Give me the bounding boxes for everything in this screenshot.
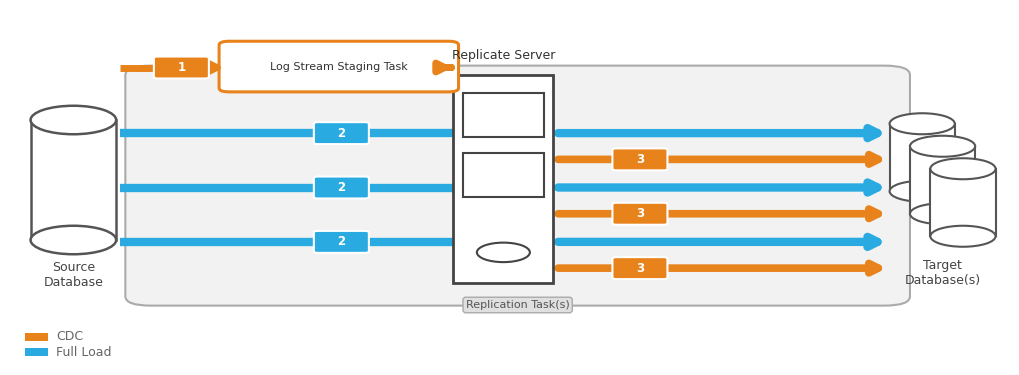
Ellipse shape — [930, 226, 996, 247]
Text: Replication Task(s): Replication Task(s) — [466, 300, 570, 310]
Text: Full Load: Full Load — [56, 346, 111, 358]
Text: 2: 2 — [337, 181, 345, 194]
Text: 3: 3 — [636, 153, 644, 166]
Bar — [25, 333, 48, 341]
Text: Source
Database: Source Database — [44, 261, 103, 289]
Bar — [890, 124, 955, 191]
Text: 3: 3 — [636, 262, 644, 274]
Bar — [463, 153, 544, 197]
Ellipse shape — [31, 226, 116, 254]
Ellipse shape — [890, 181, 955, 202]
FancyBboxPatch shape — [612, 148, 667, 170]
Ellipse shape — [890, 113, 955, 134]
Text: 1: 1 — [177, 61, 185, 74]
Text: 2: 2 — [337, 236, 345, 248]
Text: 2: 2 — [337, 127, 345, 140]
Text: Replicate Server: Replicate Server — [451, 49, 555, 62]
FancyBboxPatch shape — [314, 231, 369, 253]
Circle shape — [477, 243, 530, 262]
Ellipse shape — [910, 203, 975, 224]
FancyBboxPatch shape — [219, 41, 459, 92]
Ellipse shape — [910, 136, 975, 157]
FancyBboxPatch shape — [314, 177, 369, 198]
FancyBboxPatch shape — [154, 57, 209, 78]
Ellipse shape — [930, 158, 996, 179]
Bar — [453, 75, 553, 283]
FancyBboxPatch shape — [125, 66, 910, 306]
Text: 3: 3 — [636, 207, 644, 220]
FancyBboxPatch shape — [612, 257, 667, 279]
Bar — [31, 120, 116, 240]
Bar — [910, 146, 975, 214]
Text: CDC: CDC — [56, 330, 84, 343]
FancyBboxPatch shape — [314, 122, 369, 144]
FancyBboxPatch shape — [612, 203, 667, 225]
Ellipse shape — [31, 106, 116, 134]
Text: Target
Database(s): Target Database(s) — [905, 259, 980, 287]
Text: Log Stream Staging Task: Log Stream Staging Task — [270, 62, 408, 72]
Bar — [25, 348, 48, 356]
Bar — [930, 169, 996, 236]
Bar — [463, 93, 544, 137]
